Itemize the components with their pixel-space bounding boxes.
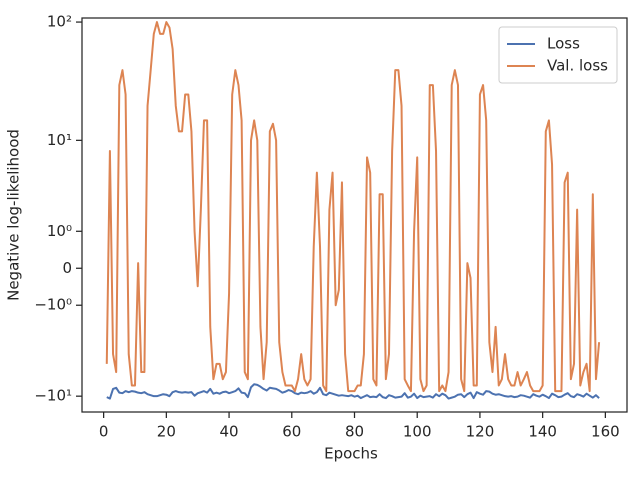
y-tick-label: 0: [62, 259, 72, 277]
x-tick-label: 100: [403, 423, 432, 441]
x-tick-label: 60: [282, 423, 301, 441]
x-axis-label: Epochs: [324, 445, 378, 463]
legend-box: [498, 26, 618, 84]
series-line: [106, 383, 600, 400]
y-axis-label: Negative log-likelihood: [5, 129, 23, 301]
y-tick-label: 10⁰: [47, 222, 72, 240]
legend-label: Loss: [547, 35, 580, 53]
y-tick-label: 10¹: [47, 131, 72, 149]
x-tick-label: 0: [99, 423, 109, 441]
x-tick-label: 140: [528, 423, 557, 441]
x-tick-label: 160: [591, 423, 620, 441]
x-tick-label: 20: [157, 423, 176, 441]
x-tick-label: 120: [466, 423, 495, 441]
y-tick-label: −10⁰: [34, 296, 72, 314]
series-line: [105, 21, 601, 393]
y-tick-label: −10¹: [34, 387, 72, 405]
y-tick-label: 10²: [47, 13, 72, 31]
legend-label: Val. loss: [547, 57, 608, 75]
x-tick-label: 40: [220, 423, 239, 441]
x-tick-label: 80: [345, 423, 364, 441]
